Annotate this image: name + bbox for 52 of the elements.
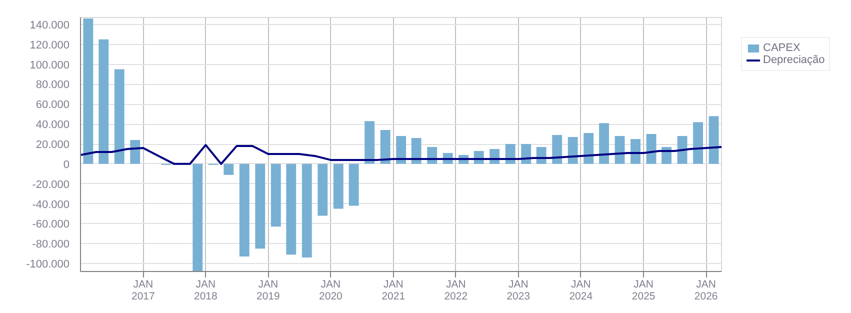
bar [584, 133, 594, 164]
x-tick-label: JAN 2022 [444, 278, 468, 302]
bar [333, 164, 344, 209]
y-tick-label: -80.000 [32, 238, 70, 251]
y-tick-label: 20.000 [36, 139, 70, 151]
bar [708, 116, 719, 164]
bar [130, 140, 140, 164]
x-tick-label: JAN 2023 [506, 278, 530, 302]
y-tick-label: 120.000 [30, 39, 70, 52]
bar [348, 164, 359, 206]
y-tick-label: 140.000 [30, 19, 70, 32]
bar [396, 136, 406, 164]
bar [98, 39, 109, 164]
x-tick-label: JAN 2024 [569, 278, 593, 302]
bar [255, 164, 266, 249]
bar [380, 130, 390, 164]
y-tick-label: -20.000 [32, 178, 70, 191]
x-tick-label: JAN 2021 [382, 278, 406, 302]
bar [270, 164, 281, 227]
y-tick-label: 80.000 [36, 79, 70, 92]
legend-label: CAPEX [763, 42, 800, 54]
bar [239, 164, 250, 257]
y-tick-label: -100.000 [26, 258, 70, 271]
bar [286, 164, 296, 255]
bar [630, 139, 640, 164]
y-tick-label: -40.000 [32, 198, 70, 211]
x-tick-label: JAN 2026 [694, 278, 718, 302]
bar [646, 134, 656, 164]
y-tick-label: 40.000 [36, 119, 70, 132]
bar [568, 137, 578, 164]
x-tick-label: JAN 2019 [256, 278, 280, 302]
y-tick-label: -60.000 [32, 218, 70, 231]
bar [192, 164, 203, 272]
y-tick-label: 100.000 [30, 59, 70, 72]
bar [552, 135, 562, 164]
bar [318, 164, 328, 216]
x-tick-label: JAN 2018 [194, 278, 218, 302]
bar [693, 122, 704, 164]
bar [114, 69, 124, 164]
y-tick-label: 60.000 [36, 99, 70, 112]
x-tick-label: JAN 2017 [132, 278, 156, 302]
y-tick-label: 0 [63, 158, 70, 171]
bar [302, 164, 312, 258]
bar [411, 138, 422, 164]
bar [83, 18, 94, 164]
bar [599, 123, 609, 164]
bar [364, 121, 375, 164]
bar [224, 164, 234, 175]
line-series [80, 144, 722, 165]
x-tick-label: JAN 2020 [319, 278, 343, 302]
x-tick-label: JAN 2025 [632, 278, 656, 302]
legend-label: Depreciação [763, 54, 825, 66]
